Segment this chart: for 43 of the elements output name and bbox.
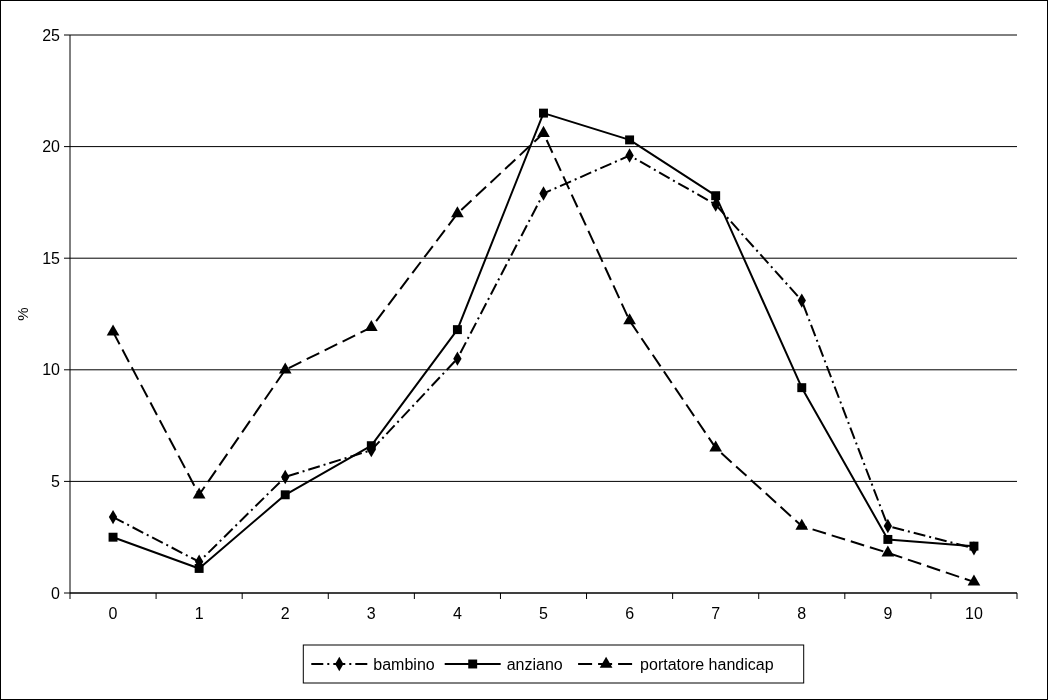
point xyxy=(280,490,290,500)
x-tick-label: 9 xyxy=(883,605,893,622)
y-tick-label: 15 xyxy=(42,249,61,267)
x-tick-label: 6 xyxy=(625,605,635,622)
point xyxy=(967,574,981,586)
point xyxy=(108,532,118,542)
x-tick-label: 3 xyxy=(366,605,376,622)
point xyxy=(625,135,635,145)
x-tick-label: 4 xyxy=(452,605,462,622)
x-tick-label: 2 xyxy=(280,605,290,622)
point xyxy=(623,313,636,325)
point xyxy=(192,487,206,499)
point xyxy=(366,441,376,451)
x-tick-label: 10 xyxy=(965,605,983,622)
point xyxy=(969,541,979,551)
y-tick-label: 20 xyxy=(42,138,61,156)
y-tick-label: 5 xyxy=(51,473,61,490)
x-tick-label: 8 xyxy=(797,605,807,622)
point xyxy=(797,383,807,393)
point xyxy=(881,545,895,557)
legend-label: anziano xyxy=(506,655,563,673)
point xyxy=(451,206,464,218)
legend-label: bambino xyxy=(373,655,435,673)
y-tick-label: 0 xyxy=(51,584,61,602)
point xyxy=(711,191,721,201)
point xyxy=(452,325,462,335)
x-tick-label: 0 xyxy=(108,605,118,622)
legend-label: portatore handicap xyxy=(640,655,774,673)
point xyxy=(883,534,893,544)
point xyxy=(539,108,548,118)
x-tick-label: 7 xyxy=(711,605,721,622)
point xyxy=(364,320,378,332)
point xyxy=(278,362,292,374)
y-axis-title: % xyxy=(14,307,31,321)
point xyxy=(194,563,204,573)
point xyxy=(709,440,723,452)
y-tick-label: 10 xyxy=(42,361,61,379)
y-tick-label: 25 xyxy=(42,26,61,44)
point xyxy=(795,518,809,530)
point xyxy=(106,324,120,336)
x-tick-label: 5 xyxy=(539,605,549,622)
point xyxy=(537,125,550,137)
x-tick-label: 1 xyxy=(194,605,204,622)
